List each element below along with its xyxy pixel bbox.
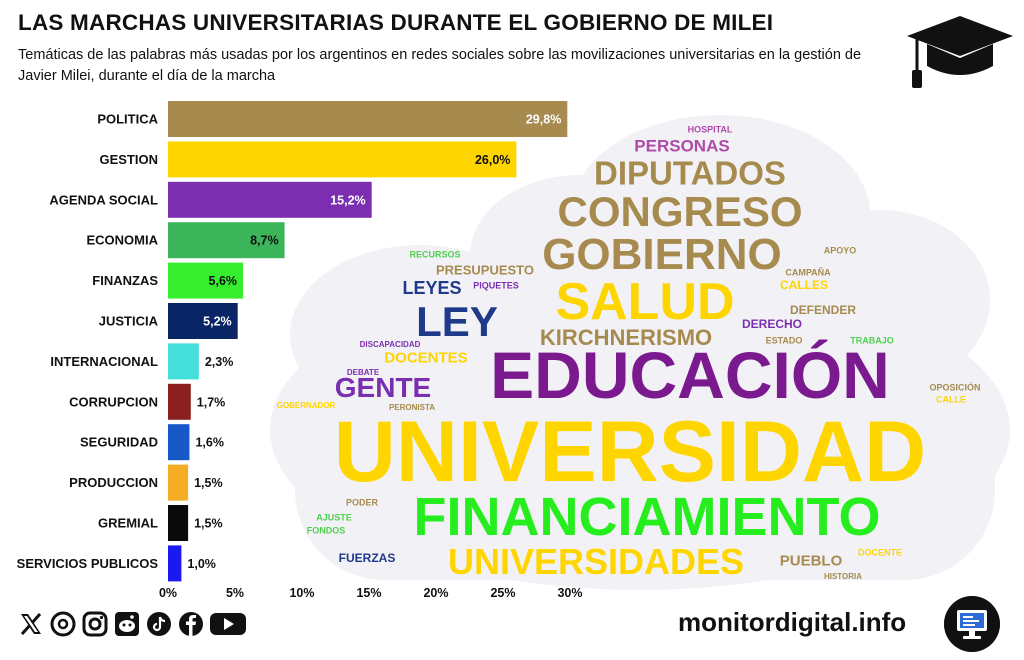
x-tick-label: 10%: [289, 586, 314, 600]
value-label: 26,0%: [475, 153, 510, 167]
youtube-icon[interactable]: [208, 609, 248, 638]
bar-agenda-social: [168, 181, 372, 218]
category-label: SERVICIOS PUBLICOS: [17, 556, 159, 571]
value-label: 8,7%: [250, 234, 279, 248]
graduation-cap-icon: [907, 16, 1013, 88]
value-label: 29,8%: [526, 113, 561, 127]
social-icons: [16, 609, 248, 638]
x-tick-label: 30%: [557, 586, 582, 600]
x-tick-label: 25%: [490, 586, 515, 600]
chart-subtitle: Temáticas de las palabras más usadas por…: [18, 47, 862, 84]
value-label: 15,2%: [330, 193, 365, 207]
x-icon[interactable]: [16, 609, 45, 638]
monitor-icon: [944, 596, 1000, 652]
bar-finanzas: [168, 262, 244, 299]
bar-corrupcion: [168, 383, 191, 420]
x-tick-label: 0%: [159, 586, 177, 600]
value-label: 1,6%: [195, 436, 224, 450]
bar-internacional: [168, 343, 199, 380]
value-label: 1,5%: [194, 476, 223, 490]
bar-produccion: [168, 464, 189, 501]
facebook-icon[interactable]: [176, 609, 205, 638]
category-label: CORRUPCION: [69, 394, 158, 409]
bar-justicia: [168, 303, 238, 339]
category-label: JUSTICIA: [99, 314, 159, 329]
instagram-icon[interactable]: [80, 609, 109, 638]
category-label: GESTION: [99, 152, 158, 167]
category-label: GREMIAL: [98, 516, 158, 531]
x-tick-label: 20%: [423, 586, 448, 600]
value-label: 1,5%: [194, 517, 223, 531]
value-label: 5,2%: [203, 315, 232, 329]
category-label: POLITICA: [97, 112, 158, 127]
bar-servicios-publicos: [168, 545, 182, 582]
category-label: SEGURIDAD: [80, 435, 158, 450]
value-label: 5,6%: [209, 274, 238, 288]
threads-icon[interactable]: [48, 609, 77, 638]
x-tick-label: 15%: [356, 586, 381, 600]
x-tick-label: 5%: [226, 586, 244, 600]
category-label: ECONOMIA: [87, 233, 159, 248]
value-label: 2,3%: [205, 355, 234, 369]
value-label: 1,0%: [187, 557, 216, 571]
bar-economia: [168, 222, 285, 259]
site-url[interactable]: monitordigital.info: [678, 607, 907, 637]
bar-gremial: [168, 505, 189, 541]
category-label: PRODUCCION: [69, 475, 158, 490]
bar-politica: [168, 101, 568, 137]
tiktok-icon[interactable]: [144, 609, 173, 638]
reddit-icon[interactable]: [112, 609, 141, 638]
bar-gestion: [168, 141, 517, 178]
category-label: INTERNACIONAL: [50, 354, 158, 369]
value-label: 1,7%: [197, 395, 226, 409]
category-label: AGENDA SOCIAL: [49, 192, 158, 207]
chart-title: LAS MARCHAS UNIVERSITARIAS DURANTE EL GO…: [18, 10, 774, 35]
bar-seguridad: [168, 424, 190, 461]
category-label: FINANZAS: [92, 273, 158, 288]
